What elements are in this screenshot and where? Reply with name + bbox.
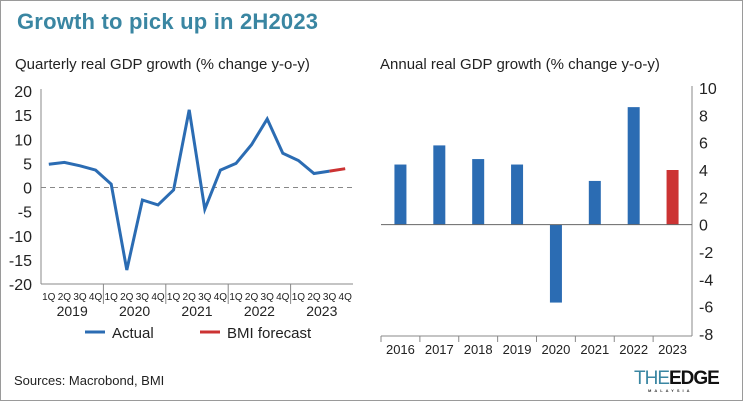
quarter-tick-label: 1Q (105, 292, 119, 303)
quarter-tick-label: 4Q (214, 292, 228, 303)
category-label: 2018 (464, 342, 493, 357)
y-tick-label: 15 (14, 108, 32, 125)
right-y-tick-label: 6 (699, 136, 708, 153)
page-title: Growth to pick up in 2H2023 (17, 9, 319, 34)
quarter-tick-label: 2Q (245, 292, 259, 303)
forecast-series-line (329, 167, 346, 173)
annual-chart-title: Annual real GDP growth (% change y-o-y) (380, 56, 660, 73)
right-y-tick-label: -8 (699, 327, 713, 344)
year-tick-label: 2022 (244, 303, 275, 319)
year-tick-label: 2019 (57, 303, 88, 319)
bar-2019 (511, 164, 524, 225)
y-tick-label: 0 (23, 181, 32, 198)
bar-2016 (394, 164, 407, 225)
right-y-tick-label: -6 (699, 300, 713, 317)
legend-label-actual: Actual (112, 325, 154, 342)
right-y-tick-label: -4 (699, 272, 713, 289)
quarter-tick-label: 2Q (307, 292, 321, 303)
y-tick-label: -15 (9, 253, 32, 270)
source-note: Sources: Macrobond, BMI (14, 373, 165, 388)
category-label: 2017 (425, 342, 454, 357)
quarter-tick-label: 1Q (167, 292, 181, 303)
bar-2023 (666, 170, 679, 225)
quarter-tick-label: 4Q (339, 292, 353, 303)
category-label: 2016 (386, 342, 415, 357)
right-y-tick-label: 8 (699, 108, 708, 125)
quarter-tick-label: 4Q (151, 292, 165, 303)
category-label: 2021 (580, 342, 609, 357)
y-tick-label: -10 (9, 229, 32, 246)
quarter-tick-label: 3Q (198, 292, 212, 303)
the-edge-logo: THEEDGE MALAYSIA (634, 368, 720, 393)
right-y-tick-label: 2 (699, 190, 708, 207)
category-label: 2022 (619, 342, 648, 357)
y-tick-label: -5 (18, 205, 32, 222)
category-label: 2020 (541, 342, 570, 357)
bar-2020 (549, 224, 562, 303)
bar-2021 (588, 180, 601, 225)
quarter-tick-label: 1Q (229, 292, 243, 303)
y-tick-label: 20 (14, 84, 32, 101)
legend-label-forecast: BMI forecast (227, 325, 312, 342)
quarter-tick-label: 2Q (120, 292, 134, 303)
category-label: 2023 (658, 342, 687, 357)
bar-2017 (433, 145, 446, 225)
bar-2018 (472, 159, 485, 225)
quarter-tick-label: 1Q (42, 292, 56, 303)
quarterly-chart-title: Quarterly real GDP growth (% change y-o-… (15, 56, 310, 73)
bar-2022 (627, 107, 640, 225)
quarter-tick-label: 3Q (136, 292, 150, 303)
quarter-tick-label: 2Q (183, 292, 197, 303)
actual-series-line (48, 109, 330, 271)
quarter-tick-label: 4Q (276, 292, 290, 303)
y-tick-label: 10 (14, 132, 32, 149)
quarter-tick-label: 1Q (292, 292, 306, 303)
right-y-tick-label: -2 (699, 245, 713, 262)
y-tick-label: 5 (23, 156, 32, 173)
year-tick-label: 2020 (119, 303, 150, 319)
quarter-tick-label: 4Q (89, 292, 103, 303)
y-tick-label: -20 (9, 277, 32, 294)
year-tick-label: 2021 (181, 303, 212, 319)
quarter-tick-label: 3Q (323, 292, 337, 303)
quarter-tick-label: 3Q (73, 292, 87, 303)
right-y-tick-label: 4 (699, 163, 708, 180)
quarter-tick-label: 2Q (58, 292, 72, 303)
year-tick-label: 2023 (306, 303, 337, 319)
right-y-tick-label: 10 (699, 81, 717, 98)
quarter-tick-label: 3Q (261, 292, 275, 303)
category-label: 2019 (503, 342, 532, 357)
right-y-tick-label: 0 (699, 218, 708, 235)
